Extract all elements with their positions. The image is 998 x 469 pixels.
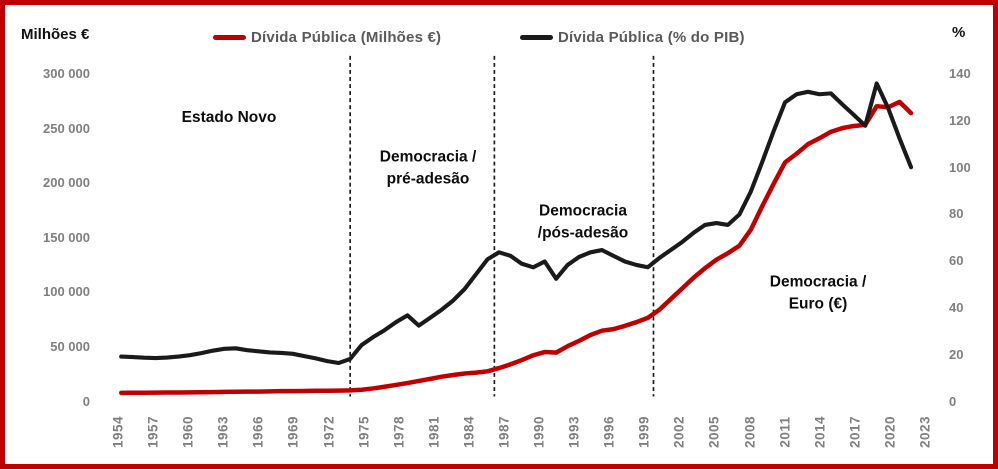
left-axis-title: Milhões € <box>21 26 90 43</box>
x-tick-2005: 2005 <box>706 415 722 449</box>
right-tick-140: 140 <box>949 66 971 81</box>
left-axis-ticks: 300 000 250 000 200 000 150 000 100 000 50 00… <box>5 5 90 464</box>
x-tick-2017: 2017 <box>847 415 863 449</box>
x-tick-1981: 1981 <box>426 415 442 449</box>
x-tick-2020: 2020 <box>882 415 898 449</box>
x-tick-1987: 1987 <box>496 415 512 449</box>
annotation-estado-novo: Estado Novo <box>181 109 277 127</box>
x-tick-2014: 2014 <box>812 415 828 449</box>
x-tick-1966: 1966 <box>250 415 266 449</box>
legend-item-divida-pib: Dívida Pública (% do PIB) <box>520 29 745 46</box>
left-tick-300000: 300 000 <box>43 66 90 81</box>
x-tick-1972: 1972 <box>321 415 337 449</box>
x-tick-2023: 2023 <box>917 415 933 449</box>
x-tick-1963: 1963 <box>215 415 231 449</box>
legend-item-divida-milhoes: Dívida Pública (Milhões €) <box>213 29 441 46</box>
left-tick-100000: 100 000 <box>43 284 90 300</box>
x-axis-ticks: 1954 1957 1960 1963 1966 1969 1972 1975 1978 1981… <box>5 5 993 464</box>
series-line-milhoes <box>118 99 914 396</box>
right-axis-ticks: 140 120 100 80 60 40 20 0 <box>949 5 993 464</box>
red-series-swatch <box>213 35 246 40</box>
legend-label-milhoes: Dívida Pública (Milhões €) <box>251 29 442 46</box>
x-tick-1957: 1957 <box>145 415 161 449</box>
x-tick-1996: 1996 <box>601 415 617 449</box>
x-tick-1969: 1969 <box>285 415 301 449</box>
black-series-swatch <box>520 35 553 40</box>
annotation-democracia-pre-adesao: Democracia / pré-adesão <box>379 148 477 187</box>
right-tick-60: 60 <box>949 253 964 269</box>
x-tick-1954: 1954 <box>110 415 126 449</box>
x-tick-1984: 1984 <box>461 415 477 449</box>
x-tick-2002: 2002 <box>671 415 687 449</box>
right-tick-40: 40 <box>949 300 964 316</box>
legend-label-pib: Dívida Pública (% do PIB) <box>558 29 745 46</box>
right-tick-20: 20 <box>949 346 964 362</box>
right-tick-120: 120 <box>949 112 971 128</box>
left-tick-200000: 200 000 <box>43 175 90 191</box>
right-axis-title: % <box>952 24 966 41</box>
left-tick-50000: 50 000 <box>50 339 90 355</box>
annotation-democracia-pos-adesao: Democracia /pós-adesão <box>537 202 629 241</box>
x-tick-1975: 1975 <box>356 415 372 449</box>
left-tick-150000: 150 000 <box>43 229 90 245</box>
x-tick-1990: 1990 <box>531 415 547 449</box>
x-tick-1960: 1960 <box>180 415 196 449</box>
x-tick-2008: 2008 <box>742 415 758 449</box>
x-tick-1999: 1999 <box>636 415 652 449</box>
plot-area <box>104 55 914 397</box>
x-tick-2011: 2011 <box>777 416 793 448</box>
left-tick-0: 0 <box>82 393 90 409</box>
left-tick-250000: 250 000 <box>43 120 90 136</box>
right-tick-0: 0 <box>949 393 957 409</box>
annotation-democracia-euro: Democracia / Euro (€) <box>769 273 867 312</box>
right-tick-80: 80 <box>949 206 964 222</box>
x-tick-1993: 1993 <box>566 415 582 449</box>
right-tick-100: 100 <box>949 159 971 175</box>
series-line-pib <box>119 81 914 366</box>
x-tick-1978: 1978 <box>391 415 407 449</box>
